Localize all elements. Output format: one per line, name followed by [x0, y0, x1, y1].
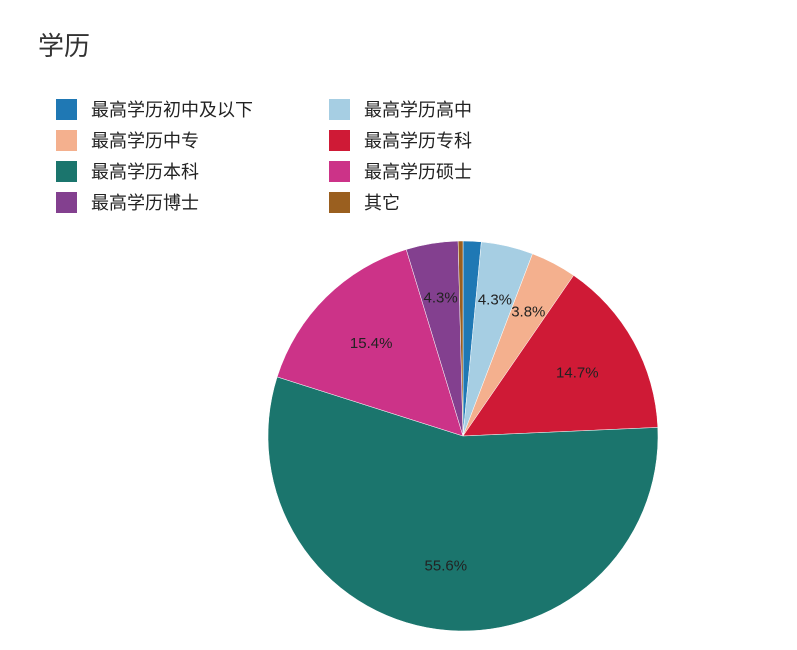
slice-label: 15.4%	[350, 335, 393, 352]
chart-title: 学历	[38, 32, 91, 62]
legend-swatch	[329, 160, 350, 182]
legend-swatch	[329, 129, 350, 151]
legend-item[interactable]: 最高学历高中	[329, 96, 529, 122]
legend-label: 最高学历博士	[91, 193, 199, 214]
legend-item[interactable]: 最高学历硕士	[329, 158, 529, 184]
slice-label: 4.3%	[423, 289, 457, 306]
legend-label: 最高学历高中	[364, 100, 472, 121]
slice-label: 55.6%	[425, 558, 468, 575]
slice-label: 14.7%	[556, 365, 599, 382]
legend-label: 最高学历硕士	[364, 162, 472, 183]
legend-swatch	[56, 129, 77, 151]
pie-slice[interactable]	[457, 240, 464, 437]
legend-label: 最高学历专科	[364, 131, 472, 152]
slice-label: 3.8%	[511, 304, 545, 321]
legend-swatch	[329, 191, 350, 213]
legend-item[interactable]: 最高学历中专	[56, 127, 329, 153]
slice-label: 4.3%	[478, 291, 512, 308]
legend-item[interactable]: 最高学历本科	[56, 158, 329, 184]
legend-label: 最高学历中专	[91, 131, 199, 152]
legend-swatch	[56, 191, 77, 213]
legend-item[interactable]: 其它	[329, 189, 529, 215]
legend-item[interactable]: 最高学历博士	[56, 189, 329, 215]
pie-slice[interactable]	[267, 376, 659, 632]
legend-swatch	[329, 98, 350, 120]
legend-swatch	[56, 98, 77, 120]
legend: 最高学历初中及以下 最高学历高中最高学历中专 最高学历专科最高学历本科 最高学历硕士最…	[56, 96, 529, 215]
legend-label: 最高学历初中及以下	[91, 100, 253, 121]
legend-item[interactable]: 最高学历初中及以下	[56, 96, 329, 122]
legend-swatch	[56, 160, 77, 182]
pie-slice[interactable]	[462, 275, 659, 437]
legend-item[interactable]: 最高学历专科	[329, 127, 529, 153]
pie-slice[interactable]	[276, 249, 464, 437]
legend-label: 其它	[364, 193, 400, 214]
legend-label: 最高学历本科	[91, 162, 199, 183]
